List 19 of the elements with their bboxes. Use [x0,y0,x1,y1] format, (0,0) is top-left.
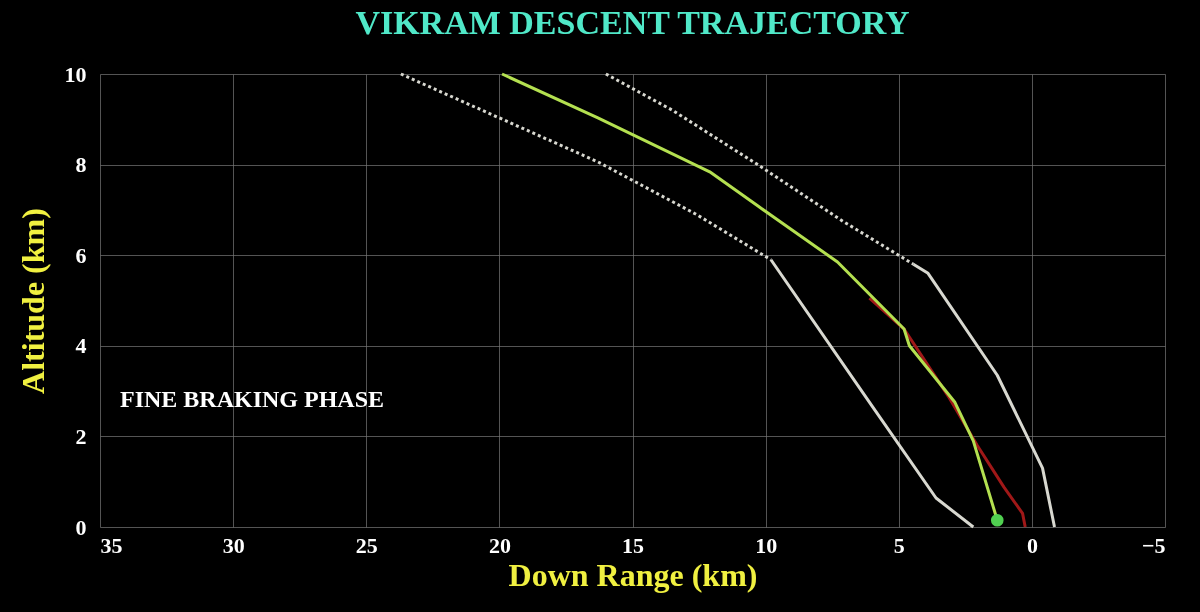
chart-title: VIKRAM DESCENT TRAJECTORY [355,4,910,41]
x-tick-label: 25 [355,532,378,558]
y-tick-label: 4 [75,333,87,359]
y-axis-title: Altitude (km) [14,208,51,394]
x-axis-title: Down Range (km) [508,556,758,593]
y-tick-label: 2 [75,423,87,449]
x-tick-label: −5 [1141,532,1166,558]
x-tick-label: 5 [893,532,905,558]
y-tick-label: 6 [75,242,87,268]
x-tick-label: 0 [1026,532,1038,558]
y-tick-label: 8 [75,152,87,178]
x-tick-label: 30 [222,532,245,558]
x-tick-label: 15 [622,532,644,558]
x-tick-label: 35 [100,532,123,558]
y-tick-label: 10 [64,61,87,87]
x-tick-label: 10 [755,532,778,558]
x-tick-label: 20 [488,532,511,558]
y-tick-label: 0 [75,514,87,540]
annotation: FINE BRAKING PHASE [120,386,385,412]
